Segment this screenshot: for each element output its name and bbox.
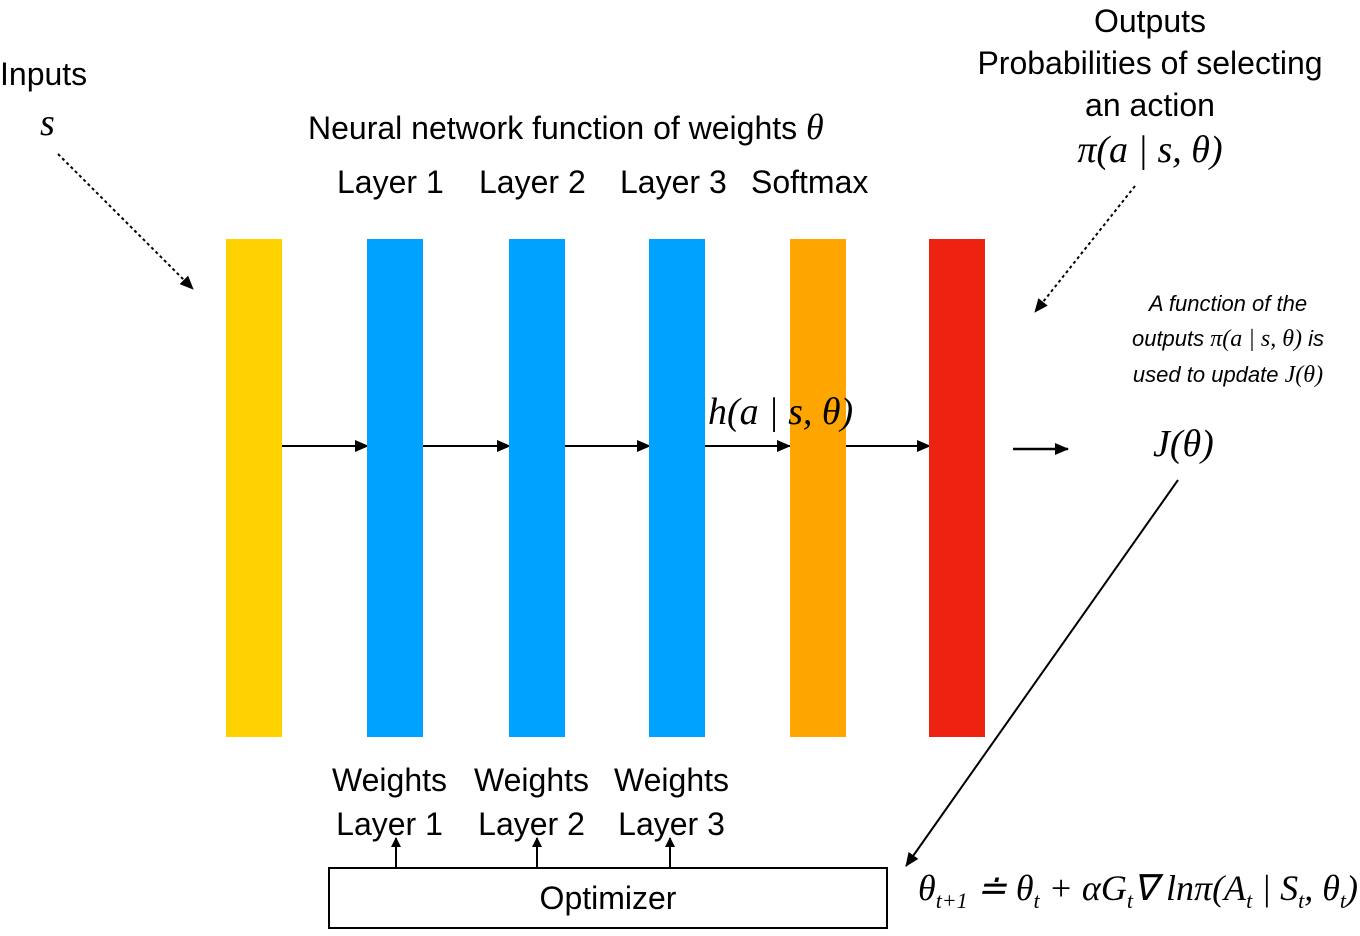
note-line-1: A function of the <box>1148 291 1308 316</box>
update-rule-lhs-sub: t+1 <box>935 888 968 913</box>
softmax-layer-bar <box>790 239 846 737</box>
note-line-2-suffix: is <box>1308 326 1325 351</box>
note-line-2: outputs π(a | s, θ) is <box>1132 321 1324 357</box>
network-title-symbol: θ <box>806 107 824 147</box>
output-layer-bar <box>929 239 985 737</box>
layer-3-label: Layer 3 <box>620 164 727 200</box>
outputs-block: Outputs Probabilities of selecting an ac… <box>977 0 1322 172</box>
softmax-label: Softmax <box>751 164 869 200</box>
network-title: Neural network function of weights θ <box>308 109 824 145</box>
update-rule-op: ≐ θ <box>967 868 1034 908</box>
update-rule-a-sub: t <box>1246 888 1253 913</box>
update-rule-bar: | S <box>1252 868 1299 908</box>
update-rule-grad: ∇ lnπ(A <box>1132 868 1247 908</box>
objective-to-update-arrow <box>905 479 1179 867</box>
weights-layer-2-line-1: Weights <box>474 762 590 798</box>
inputs-label: Inputs <box>0 56 88 92</box>
outputs-title: Outputs <box>1093 3 1207 39</box>
weights-layer-3-line-2: Layer 3 <box>618 806 725 842</box>
weights-layer-3-line-1: Weights <box>614 762 730 798</box>
layer-1-label: Layer 1 <box>337 164 444 200</box>
note-line-3-formula: J(θ) <box>1284 362 1324 388</box>
policy-formula: π(a | s, θ) <box>1077 129 1223 171</box>
update-rule: θt+1 ≐ θt + αGt∇ lnπ(At | St, θt) <box>918 870 1358 912</box>
note-line-2-formula: π(a | s, θ) <box>1210 326 1303 352</box>
update-rule-mid: + αG <box>1039 868 1127 908</box>
outputs-description-line-1: Probabilities of selecting <box>977 45 1323 81</box>
input-dotted-arrow <box>57 153 194 290</box>
layer-2-label: Layer 2 <box>479 164 586 200</box>
layer-3-bar <box>649 239 705 737</box>
update-rule-close: ) <box>1346 868 1359 908</box>
inputs-variable: s <box>40 102 55 144</box>
weights-layer-1-label: Weights Layer 1 <box>332 758 447 846</box>
weights-layer-1-line-2: Layer 1 <box>336 806 443 842</box>
note-line-3: used to update J(θ) <box>1132 357 1324 393</box>
input-layer-bar <box>226 239 282 737</box>
objective-label: J(θ) <box>1153 423 1214 465</box>
preference-label: h(a | s, θ) <box>708 391 854 433</box>
update-rule-end: , θ <box>1304 868 1340 908</box>
note-line-3-prefix: used to update <box>1132 362 1279 387</box>
output-dotted-arrow <box>1034 185 1136 313</box>
layer-1-bar <box>367 239 423 737</box>
update-rule-g-sub: t <box>1126 888 1133 913</box>
update-rule-s-sub: t <box>1298 888 1305 913</box>
objective-note: A function of the outputs π(a | s, θ) is… <box>1132 286 1324 393</box>
optimizer-label: Optimizer <box>539 879 677 916</box>
weights-layer-2-line-2: Layer 2 <box>478 806 585 842</box>
weights-layer-3-label: Weights Layer 3 <box>614 758 729 846</box>
weights-layer-2-label: Weights Layer 2 <box>474 758 589 846</box>
optimizer-box: Optimizer <box>328 867 888 929</box>
update-rule-lhs: θ <box>918 868 936 908</box>
outputs-description-line-2: an action <box>1085 87 1215 123</box>
note-line-2-prefix: outputs <box>1131 326 1205 351</box>
layer-2-bar <box>509 239 565 737</box>
network-title-text: Neural network function of weights <box>308 110 798 146</box>
update-rule-theta-sub: t <box>1339 888 1347 913</box>
weights-layer-1-line-1: Weights <box>332 762 448 798</box>
update-rule-theta-t-sub: t <box>1033 888 1040 913</box>
